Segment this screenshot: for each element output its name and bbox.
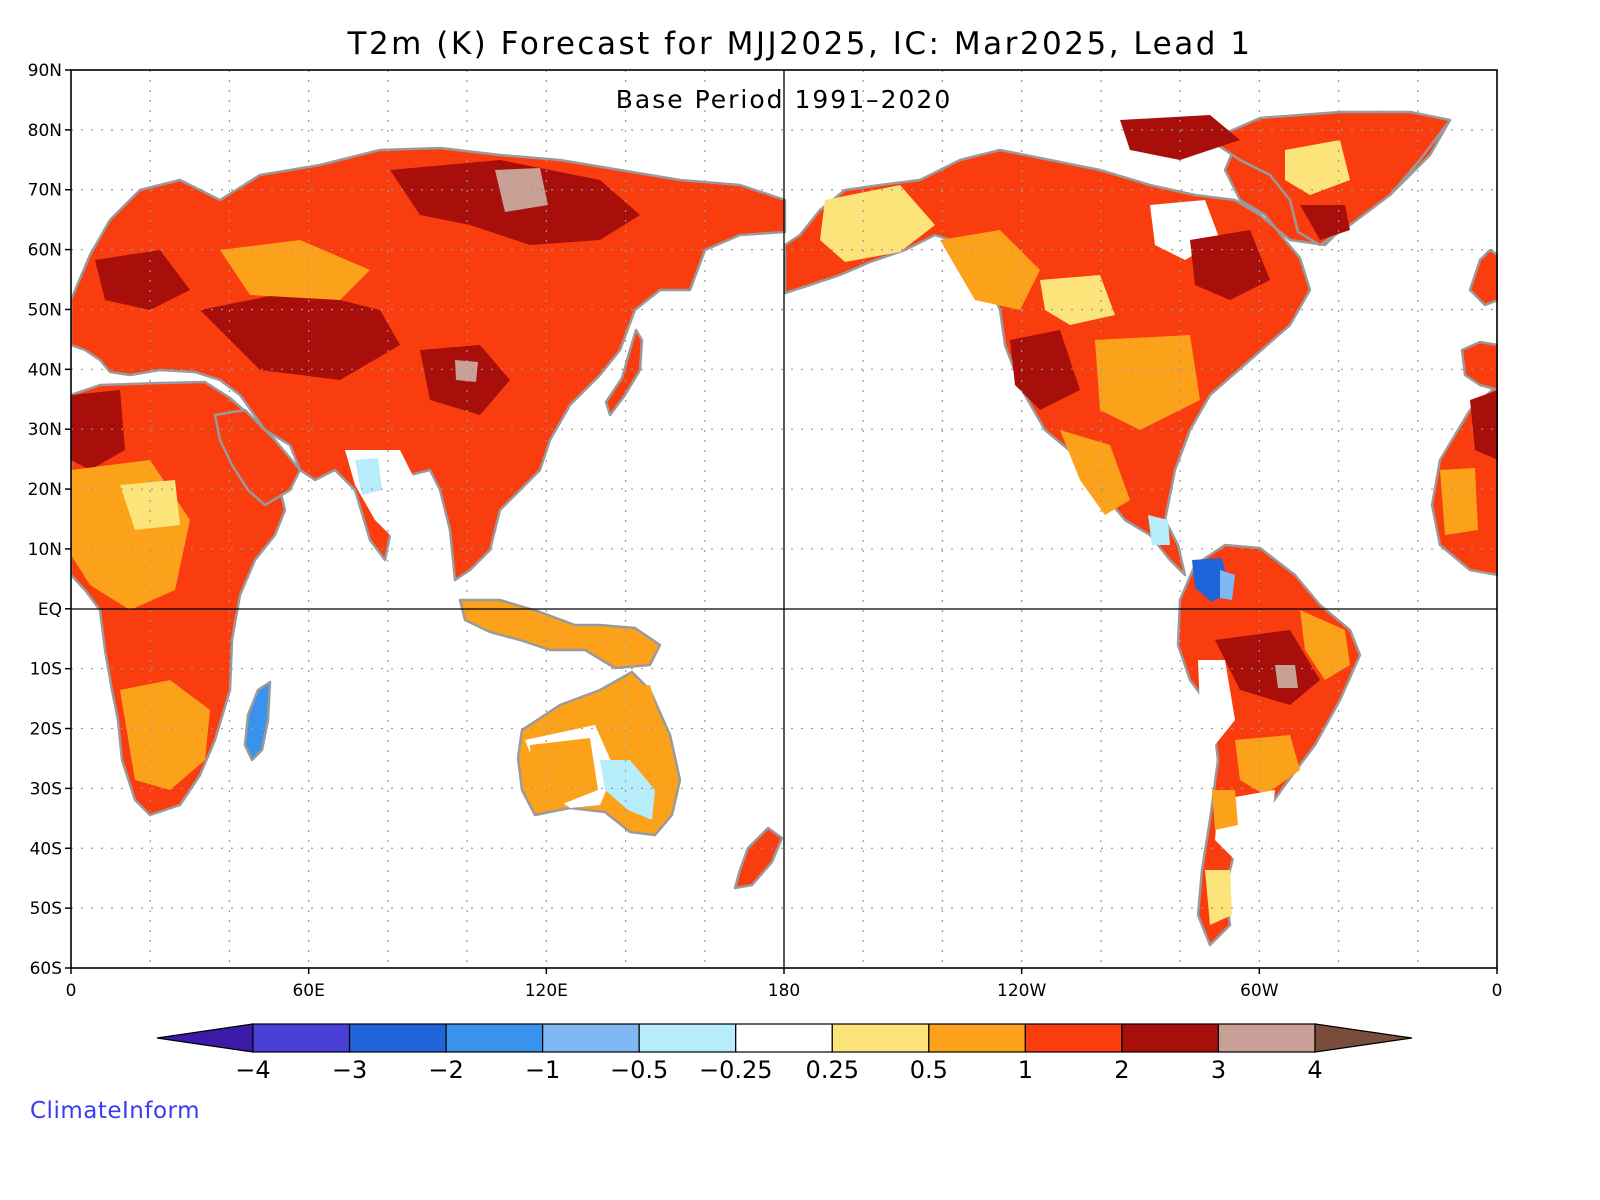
patch-brazil-east [1300, 610, 1350, 680]
colorbar-label: 1 [1018, 1056, 1033, 1084]
patch-north-africa [71, 390, 125, 470]
patch-west-russia [220, 240, 370, 300]
patch-mexico [1060, 430, 1130, 515]
lat-tick-label: 20N [28, 480, 62, 500]
lat-tick-label: 70N [28, 181, 62, 201]
patch-tibet-peak [455, 360, 478, 382]
patch-amazon-peak [1275, 665, 1298, 688]
colorbar-label: 3 [1211, 1056, 1226, 1084]
patch-australia-cool [600, 760, 655, 820]
lon-tick-label: 0 [1492, 981, 1503, 1001]
lat-tick-label: 10N [28, 540, 62, 560]
colorbar-box [252, 1023, 351, 1053]
colorbar-label: −0.5 [610, 1056, 668, 1084]
lon-tick-label: 120W [997, 981, 1046, 1001]
colorbar-box [1217, 1023, 1316, 1053]
patch-southern-brazil [1235, 735, 1300, 795]
patch-canada-west [940, 230, 1040, 310]
colorbar-label: −4 [235, 1056, 270, 1084]
colorbar-label: 0.5 [910, 1056, 948, 1084]
patch-quebec [1190, 230, 1270, 300]
patch-india-cool [355, 458, 382, 495]
patch-morocco-edge [1470, 390, 1498, 460]
lat-tick-label: 10S [30, 660, 62, 680]
lat-tick-label: 40N [28, 360, 62, 380]
land-madagascar [243, 680, 272, 762]
colorbar-box [445, 1023, 544, 1053]
patch-us-southwest [1010, 330, 1080, 410]
patch-arctic-canada [1120, 115, 1240, 160]
lon-tick-label: 60W [1240, 981, 1279, 1001]
colorbar-box [638, 1023, 737, 1053]
colorbar-label: 4 [1307, 1056, 1322, 1084]
lat-tick-label: EQ [38, 600, 62, 620]
lat-tick-label: 90N [28, 61, 62, 81]
lat-tick-label: 80N [28, 121, 62, 141]
colorbar-label: 2 [1114, 1056, 1129, 1084]
patch-greenland-hot [1300, 205, 1350, 240]
lon-tick-label: 180 [768, 981, 800, 1001]
patch-andes-white [1198, 660, 1235, 745]
colorbar [156, 1023, 1413, 1053]
lon-tick-label: 120E [525, 981, 568, 1001]
patch-australia-northeast [615, 685, 665, 760]
land-new-zealand [733, 826, 784, 890]
patch-us-east [1095, 335, 1200, 430]
colorbar-box [542, 1023, 640, 1053]
colorbar-label: −2 [428, 1056, 463, 1084]
patch-alaska [820, 185, 935, 262]
colorbar-low-extend [156, 1023, 254, 1053]
colorbar-label: −3 [332, 1056, 367, 1084]
lat-tick-label: 20S [30, 720, 62, 740]
lat-tick-label: 50S [30, 899, 62, 919]
lat-tick-label: 30N [28, 420, 62, 440]
map-subtitle: Base Period 1991–2020 [616, 85, 952, 114]
colorbar-box [348, 1023, 447, 1053]
colorbar-box [1121, 1023, 1220, 1053]
patch-southern-africa [120, 680, 210, 790]
map-title: T2m (K) Forecast for MJJ2025, IC: Mar202… [347, 26, 1253, 62]
lon-tick-label: 0 [66, 981, 77, 1001]
patch-central-asia [200, 290, 400, 380]
lon-tick-label: 60E [292, 981, 324, 1001]
colorbar-box [1024, 1023, 1123, 1053]
patch-europe [95, 250, 190, 310]
lat-tick-label: 30S [30, 779, 62, 799]
land-uk-edge [1468, 248, 1498, 307]
lat-tick-label: 60N [28, 241, 62, 261]
lat-tick-label: 50N [28, 300, 62, 320]
lat-tick-label: 40S [30, 839, 62, 859]
colorbar-high-extend [1314, 1023, 1413, 1053]
patch-greenland-light [1285, 140, 1350, 195]
brand-label: ClimateInform [30, 1098, 200, 1124]
colorbar-box [928, 1023, 1026, 1053]
colorbar-box [831, 1023, 930, 1053]
lat-tick-label: 60S [30, 959, 62, 979]
patch-sahel-light [120, 480, 180, 530]
colorbar-label: −1 [525, 1056, 560, 1084]
patch-argentina-warm [1212, 790, 1238, 830]
patch-west-africa-edge [1440, 468, 1478, 535]
colorbar-label: 0.25 [806, 1056, 859, 1084]
patch-canada-light [1040, 275, 1115, 325]
land-japan [604, 328, 644, 417]
land-iberia-edge [1460, 340, 1498, 392]
colorbar-box [735, 1023, 833, 1053]
land-indonesia [458, 598, 662, 670]
colorbar-label: −0.25 [699, 1056, 773, 1084]
land-arabia [213, 408, 302, 507]
patch-central-america-cool [1148, 515, 1170, 545]
patch-colombia-cool [1220, 570, 1235, 600]
patch-patagonia [1205, 870, 1232, 925]
